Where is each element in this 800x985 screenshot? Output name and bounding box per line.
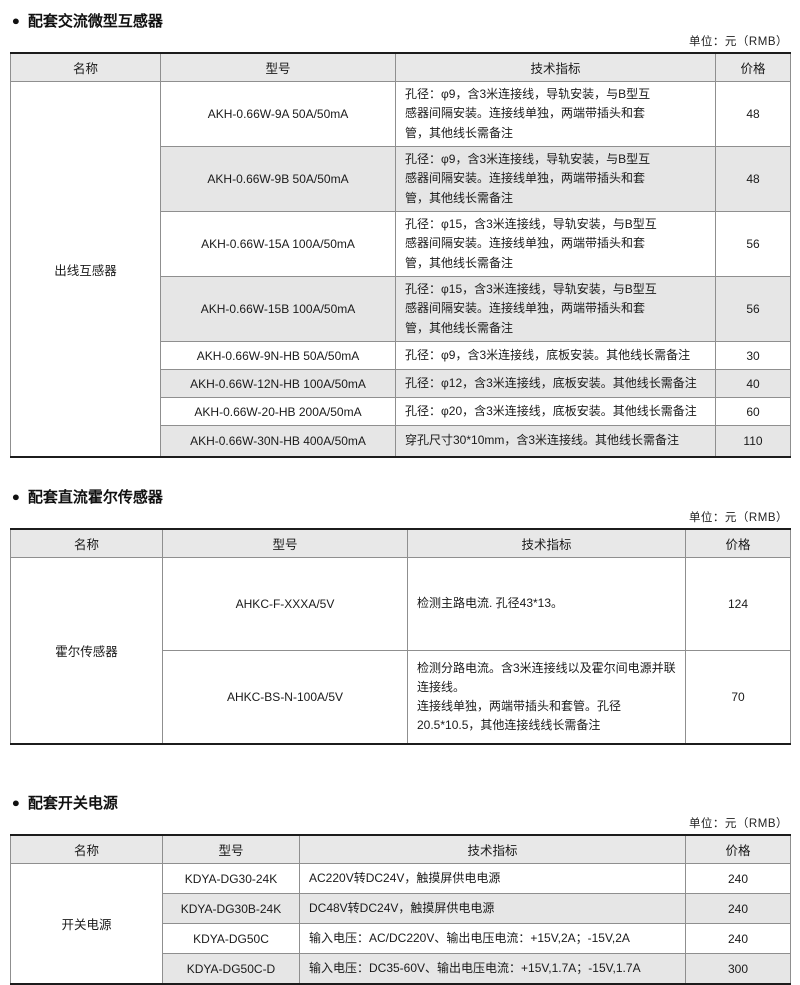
model-cell: AKH-0.66W-9B 50A/50mA: [160, 146, 396, 212]
model-cell: KDYA-DG50C: [162, 923, 300, 954]
price-cell: 124: [685, 557, 791, 651]
section-title: ● 配套直流霍尔传感器: [12, 486, 790, 507]
price-cell: 56: [715, 276, 791, 342]
col-price: 价格: [685, 834, 791, 864]
col-spec: 技术指标: [407, 528, 686, 558]
section-title-text: 配套开关电源: [27, 795, 118, 812]
spec-cell: AC220V转DC24V，触摸屏供电电源: [299, 863, 686, 894]
table-row: AKH-0.66W-15A 100A/50mA 孔径：φ15，含3米连接线，导轨…: [11, 211, 791, 277]
spec-cell: 孔径：φ20，含3米连接线，底板安装。其他线长需备注: [395, 397, 716, 426]
spec-cell: 孔径：φ15，含3米连接线，导轨安装，与B型互 感器间隔安装。连接线单独，两端带…: [395, 211, 716, 277]
table-row: AKH-0.66W-9N-HB 50A/50mA 孔径：φ9，含3米连接线，底板…: [11, 341, 791, 370]
hall-sensor-price-table: 名称 型号 技术指标 价格 霍尔传感器 AHKC-F-XXXA/5V 检测主路电…: [10, 528, 791, 745]
power-supply-price-table: 名称 型号 技术指标 价格 开关电源 KDYA-DG30-24K AC220V转…: [10, 834, 791, 985]
col-model: 型号: [160, 52, 396, 82]
table-header-row: 名称 型号 技术指标 价格: [10, 528, 791, 558]
spec-cell: 输入电压：AC/DC220V、输出电压电流：+15V,2A；-15V,2A: [299, 923, 686, 954]
section-dc-hall-sensors: ● 配套直流霍尔传感器 单位：元（RMB） 名称 型号 技术指标 价格 霍尔传感…: [10, 486, 791, 745]
col-name: 名称: [10, 528, 163, 558]
model-cell: AKH-0.66W-9N-HB 50A/50mA: [160, 341, 396, 370]
spec-cell: 孔径：φ9，含3米连接线，底板安装。其他线长需备注: [395, 341, 716, 370]
price-cell: 300: [685, 953, 791, 985]
model-cell: AKH-0.66W-30N-HB 400A/50mA: [160, 425, 396, 458]
unit-label: 单位：元（RMB）: [688, 818, 788, 830]
table-row: 霍尔传感器 AHKC-F-XXXA/5V 检测主路电流. 孔径43*13。 12…: [10, 557, 791, 745]
col-name: 名称: [10, 834, 163, 864]
spec-cell: 孔径：φ12，含3米连接线，底板安装。其他线长需备注: [395, 369, 716, 398]
model-cell: AKH-0.66W-12N-HB 100A/50mA: [160, 369, 396, 398]
col-price: 价格: [685, 528, 791, 558]
table-header-row: 名称 型号 技术指标 价格: [10, 834, 791, 864]
spec-cell: 孔径：φ15，含3米连接线，导轨安装，与B型互 感器间隔安装。连接线单独，两端带…: [395, 276, 716, 342]
section-ac-transformers: ● 配套交流微型互感器 单位：元（RMB） 名称 型号 技术指标 价格 出线互感…: [10, 10, 791, 458]
table-row: AKH-0.66W-20-HB 200A/50mA 孔径：φ20，含3米连接线，…: [11, 397, 791, 426]
section-title: ● 配套交流微型互感器: [12, 10, 790, 31]
group-name-cell: 开关电源: [10, 863, 163, 985]
table-row: KDYA-DG30B-24K DC48V转DC24V，触摸屏供电电源 240: [11, 893, 791, 924]
group-name-cell: 霍尔传感器: [10, 557, 163, 745]
spec-cell: 孔径：φ9，含3米连接线，导轨安装，与B型互 感器间隔安装。连接线单独，两端带插…: [395, 81, 716, 147]
unit-label: 单位：元（RMB）: [688, 512, 788, 524]
model-cell: KDYA-DG30B-24K: [162, 893, 300, 924]
model-cell: KDYA-DG30-24K: [162, 863, 300, 894]
table-row: 开关电源 KDYA-DG30-24K AC220V转DC24V，触摸屏供电电源 …: [10, 863, 791, 985]
price-cell: 240: [685, 923, 791, 954]
price-cell: 48: [715, 146, 791, 212]
spec-cell: 检测分路电流。含3米连接线以及霍尔间电源并联 连接线。 连接线单独，两端带插头和…: [407, 650, 686, 745]
price-cell: 48: [715, 81, 791, 147]
spec-cell: 穿孔尺寸30*10mm，含3米连接线。其他线长需备注: [395, 425, 716, 458]
col-spec: 技术指标: [395, 52, 716, 82]
price-cell: 56: [715, 211, 791, 277]
model-cell: AKH-0.66W-15B 100A/50mA: [160, 276, 396, 342]
section-switching-power: ● 配套开关电源 单位：元（RMB） 名称 型号 技术指标 价格 开关电源 KD…: [10, 792, 791, 985]
table-row: AHKC-BS-N-100A/5V 检测分路电流。含3米连接线以及霍尔间电源并联…: [11, 650, 791, 745]
table-row: AKH-0.66W-9B 50A/50mA 孔径：φ9，含3米连接线，导轨安装，…: [11, 146, 791, 212]
price-cell: 240: [685, 893, 791, 924]
bullet-icon: ●: [11, 795, 21, 810]
col-model: 型号: [162, 528, 408, 558]
model-cell: AKH-0.66W-20-HB 200A/50mA: [160, 397, 396, 426]
section-title-text: 配套交流微型互感器: [27, 13, 163, 30]
bullet-icon: ●: [11, 489, 21, 504]
ac-transformer-price-table: 名称 型号 技术指标 价格 出线互感器 AKH-0.66W-9A 50A/50m…: [10, 52, 791, 458]
bullet-icon: ●: [11, 13, 21, 28]
price-cell: 30: [715, 341, 791, 370]
col-model: 型号: [162, 834, 300, 864]
model-cell: AKH-0.66W-9A 50A/50mA: [160, 81, 396, 147]
table-row: AKH-0.66W-15B 100A/50mA 孔径：φ15，含3米连接线，导轨…: [11, 276, 791, 342]
spec-cell: DC48V转DC24V，触摸屏供电电源: [299, 893, 686, 924]
spec-cell: 输入电压：DC35-60V、输出电压电流：+15V,1.7A；-15V,1.7A: [299, 953, 686, 985]
group-name-cell: 出线互感器: [10, 81, 161, 458]
col-name: 名称: [10, 52, 161, 82]
price-cell: 40: [715, 369, 791, 398]
col-spec: 技术指标: [299, 834, 686, 864]
table-header-row: 名称 型号 技术指标 价格: [10, 52, 791, 82]
model-cell: AHKC-BS-N-100A/5V: [162, 650, 408, 745]
price-cell: 240: [685, 863, 791, 894]
table-row: AKH-0.66W-12N-HB 100A/50mA 孔径：φ12，含3米连接线…: [11, 369, 791, 398]
spec-cell: 检测主路电流. 孔径43*13。: [407, 557, 686, 651]
model-cell: KDYA-DG50C-D: [162, 953, 300, 985]
table-row: AKH-0.66W-30N-HB 400A/50mA 穿孔尺寸30*10mm，含…: [11, 425, 791, 458]
spec-cell: 孔径：φ9，含3米连接线，导轨安装，与B型互 感器间隔安装。连接线单独，两端带插…: [395, 146, 716, 212]
price-cell: 110: [715, 425, 791, 458]
price-cell: 60: [715, 397, 791, 426]
model-cell: AKH-0.66W-15A 100A/50mA: [160, 211, 396, 277]
table-row: 出线互感器 AKH-0.66W-9A 50A/50mA 孔径：φ9，含3米连接线…: [10, 81, 791, 458]
col-price: 价格: [715, 52, 791, 82]
section-title-text: 配套直流霍尔传感器: [27, 489, 163, 506]
section-title: ● 配套开关电源: [12, 792, 790, 813]
unit-label: 单位：元（RMB）: [688, 36, 788, 48]
model-cell: AHKC-F-XXXA/5V: [162, 557, 408, 651]
price-cell: 70: [685, 650, 791, 745]
